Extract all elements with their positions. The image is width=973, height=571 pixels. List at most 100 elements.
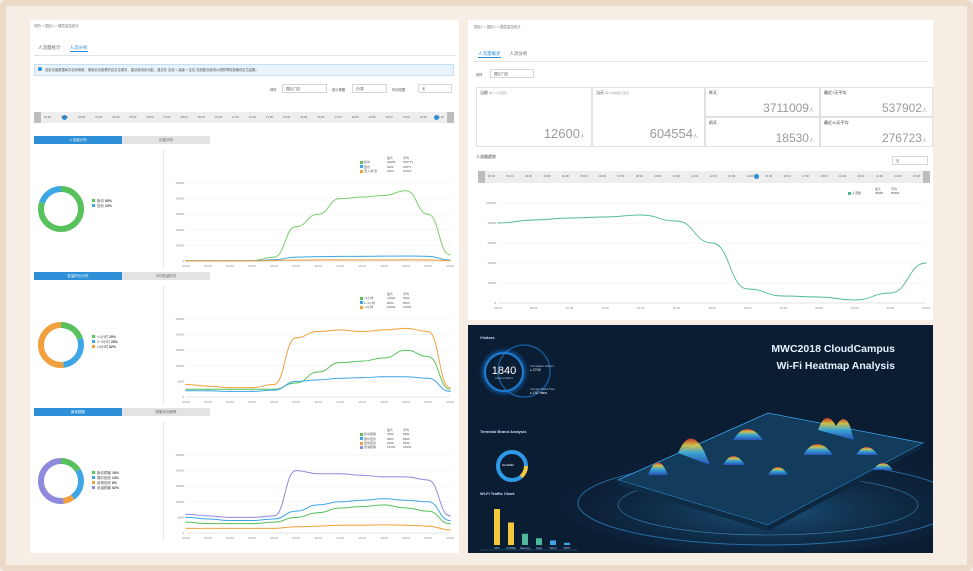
donut-legend-item: 偶尔回访 24% (92, 476, 119, 481)
timeline-tick: 20:00 (385, 115, 393, 119)
data-point (185, 388, 187, 390)
bar-label: Xiaomi (549, 547, 557, 550)
toggle-inactive[interactable]: 平均驻留时长 (122, 272, 210, 280)
chart-legend-item[interactable]: >3小时 22999 16964 (360, 305, 415, 309)
timeline-tick: 17:00 (334, 115, 342, 119)
chart-legend-item[interactable]: 1~3小时 8000 8500 (360, 301, 415, 305)
data-point (229, 388, 231, 390)
card-title: 最近10天平均 (824, 120, 849, 125)
toggle-active[interactable]: 新老顾客 (34, 408, 122, 416)
timeline-tick: 23:00 (912, 174, 920, 178)
data-point (273, 515, 275, 517)
x-tick-label: 18:00 (380, 536, 388, 540)
toggle-inactive[interactable]: 访客分布 (122, 136, 210, 144)
data-point (251, 390, 253, 392)
chart-legend-item[interactable]: 忠诚顾客 19154 16952 (360, 445, 415, 449)
chart-legend-item[interactable]: 新访顾客 7869 6681 (360, 432, 415, 436)
data-point (273, 389, 275, 391)
chart-legend-item[interactable]: 偶尔回访 9900 8900 (360, 437, 415, 441)
data-point (711, 242, 713, 244)
slider-right-handle[interactable] (923, 171, 930, 183)
current-visitors-circle: 1840 Current Visitors (484, 352, 524, 392)
heatmap-title: MWC2018 CloudCampus (771, 343, 895, 355)
data-point (675, 220, 677, 222)
data-point (207, 385, 209, 387)
timeline-tick: 08:00 (635, 174, 643, 178)
timeline-tick: 12:00 (709, 174, 717, 178)
tab-overview[interactable]: 人流量概述 (478, 51, 501, 58)
chart-legend-item[interactable]: <1小时 10000 9000 (360, 296, 415, 300)
data-point (251, 527, 253, 529)
x-tick-label: 18:00 (380, 400, 388, 404)
x-tick-label: 16:00 (358, 400, 366, 404)
tab-flow-analysis[interactable]: 人流分析 (69, 45, 88, 52)
legend-percent: 20% (108, 335, 116, 339)
legend-max: 3298 (387, 440, 394, 445)
data-point (361, 499, 363, 501)
data-point (604, 216, 606, 218)
chart-legend-item[interactable]: 经常回访 3298 9936 (360, 441, 415, 445)
x-tick-label: 04:00 (887, 306, 895, 310)
series-line (497, 214, 927, 301)
site-select[interactable]: 园区/门店 (282, 84, 327, 93)
data-point (383, 524, 385, 526)
chart-legend-item[interactable]: 流入/外流 2200 10014 (360, 169, 415, 173)
legend-swatch (92, 335, 95, 338)
legend-avg: 10014 (403, 168, 412, 173)
slider-left-handle[interactable] (34, 112, 41, 123)
toggle-active[interactable]: 人流量分布 (34, 136, 122, 144)
data-point (317, 259, 319, 261)
legend-percent: 52% (108, 345, 116, 349)
legend-label: 回访 (97, 204, 104, 208)
trend-range-select[interactable]: 天 (892, 156, 928, 165)
slider-knob-start[interactable] (62, 115, 67, 120)
card-title: 前天 (709, 120, 717, 125)
data-point (339, 507, 341, 509)
donut-legend: 新访 80% 回访 20% (92, 199, 112, 209)
timeline-tick: 21:00 (875, 174, 883, 178)
slider-knob-end[interactable] (434, 115, 439, 120)
data-point (317, 256, 319, 258)
timeline-tick: 19:00 (839, 174, 846, 178)
time-slider[interactable]: 00:00 01:00 02:00 03:00 04:00 05:00 06:00 07:00… (34, 112, 454, 123)
timeline-tick: 06:00 (598, 174, 606, 178)
chart-legend-item[interactable]: 新访 49969 250773 (360, 160, 415, 164)
timeline-tick: 17:00 (802, 174, 810, 178)
legend-head: 最大 (387, 292, 394, 296)
unit: 人 (808, 138, 814, 144)
timeline-tick: 07:00 (617, 174, 625, 178)
timeline-tick: 11:00 (691, 174, 699, 178)
visitors-heading: Visitors (480, 335, 495, 340)
slider-right-handle[interactable] (447, 112, 454, 123)
legend-swatch (360, 297, 363, 300)
legend-swatch (360, 445, 363, 449)
timeline-tick: 12:00 (248, 115, 256, 119)
time-slider[interactable]: 00:00 01:00 02:00 03:00 04:00 05:00 06:00 07:00… (478, 171, 930, 183)
tab-flow-stats[interactable]: 人流量统计 (38, 45, 61, 50)
range-select[interactable]: 天 (418, 84, 452, 93)
slider-knob[interactable] (754, 174, 759, 179)
chart-legend: 最大 平均 <1小时 10000 9000 1~3小时 8000 8500 >3小时 22999 1… (360, 292, 415, 309)
timeline-tick: 22:00 (894, 174, 902, 178)
data-point (273, 527, 275, 529)
y-tick-label: 80000 (488, 221, 497, 225)
trend-title: 人流量趋势 (476, 154, 496, 159)
chart-legend-item[interactable]: 回访 5400 20577 (360, 165, 415, 169)
data-point (229, 387, 231, 389)
timeline-tick: 03:00 (543, 174, 551, 178)
tab-analysis[interactable]: 人流分析 (509, 51, 528, 56)
data-point (405, 255, 407, 257)
tab-bar: 人流量统计 人流分析 (38, 45, 88, 52)
toggle-inactive[interactable]: 顾客访问频率 (122, 408, 210, 416)
data-point (317, 473, 319, 475)
period-select[interactable]: 日/周 (352, 84, 387, 93)
x-tick-label: 20:00 (402, 400, 410, 404)
site-select[interactable]: 园区/门店 (490, 69, 534, 78)
x-tick-label: 12:00 (314, 536, 322, 540)
toggle-active[interactable]: 驻留时长分布 (34, 272, 122, 280)
slider-left-handle[interactable] (478, 171, 485, 183)
data-point (207, 388, 209, 390)
legend-avg: 250773 (403, 160, 414, 165)
breadcrumb: 场所 > 园区1 > 楼层监控统计 (34, 24, 79, 28)
